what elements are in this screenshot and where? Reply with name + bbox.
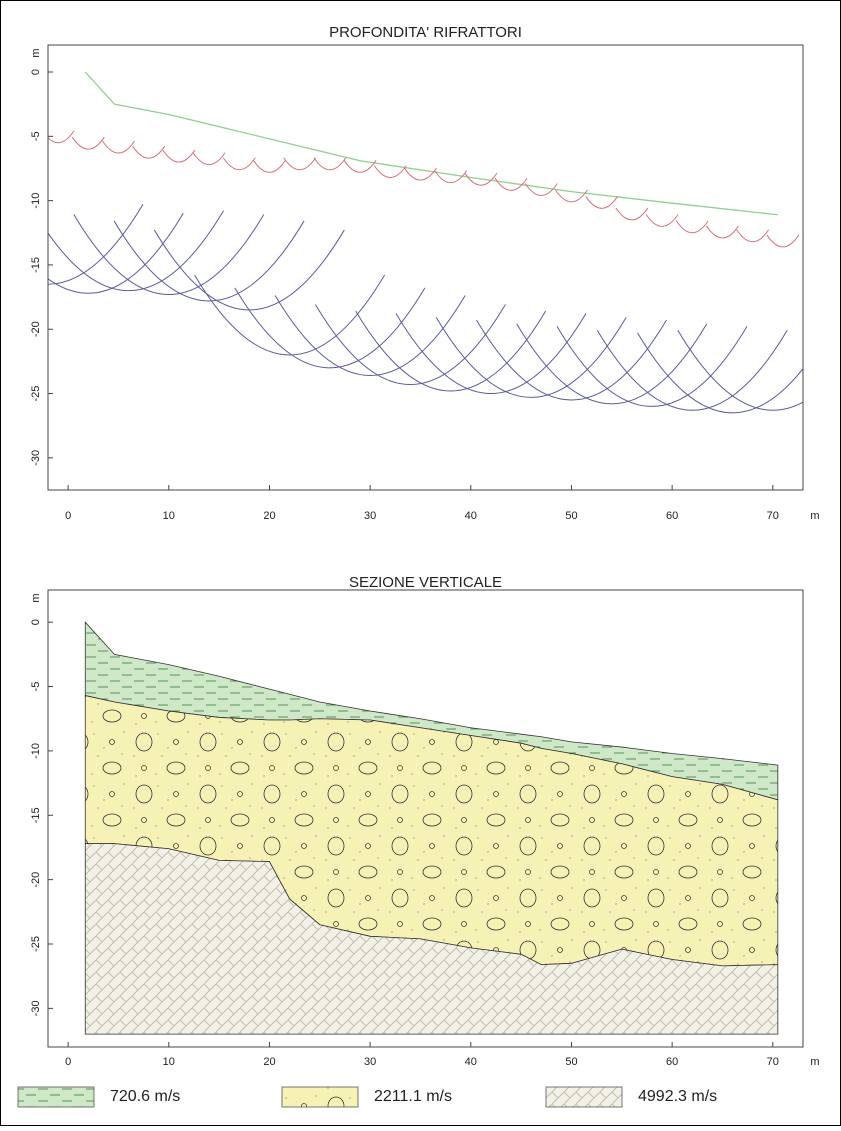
refractor-arc [48, 203, 144, 285]
x-tick-label: 10 [163, 1056, 175, 1068]
chart: PROFONDITA' RIFRATTORI 0 10 20 30 40 50 60 70 0 -5… [30, 24, 820, 522]
refractor-arc [494, 178, 528, 191]
refractor-arc [464, 172, 498, 186]
y-tick-label: -20 [30, 321, 42, 337]
y-tick-label: -10 [30, 193, 42, 209]
refractor-arc [615, 207, 649, 221]
refractor-arc [48, 130, 75, 144]
refractor-arc [222, 157, 256, 171]
refractor-arc [283, 157, 317, 171]
refractor-arc [555, 189, 588, 203]
x-axis-unit: m [810, 1056, 819, 1068]
refractor-arc [113, 220, 305, 302]
refractor-arc [516, 323, 708, 405]
refractor-arc [102, 140, 135, 154]
refractor-line [84, 71, 778, 216]
x-tick-label: 70 [767, 1056, 779, 1068]
refractor-arc [132, 145, 166, 159]
y-tick-label: -15 [30, 257, 42, 273]
x-tick-label: 10 [163, 510, 175, 522]
x-tick-label: 20 [263, 510, 275, 522]
refractor-arc [434, 170, 468, 184]
x-tick-label: 50 [565, 1056, 577, 1068]
refractor-arc [637, 332, 803, 414]
refractor-arc [234, 287, 426, 369]
refractor-arc [395, 313, 587, 395]
y-tick-label: -30 [30, 450, 42, 466]
x-tick-label: 30 [364, 510, 376, 522]
x-tick-label: 60 [666, 1056, 678, 1068]
y-tick-label: -25 [30, 386, 42, 402]
refractor-arc [274, 295, 466, 377]
refractor-arc [253, 160, 286, 173]
refractor-arc [706, 225, 739, 239]
plot-frame [47, 589, 804, 1048]
x-tick-label: 40 [465, 1056, 477, 1068]
y-tick-label: -20 [30, 872, 42, 888]
x-tick-label: 40 [465, 510, 477, 522]
x-tick-label: 0 [65, 1056, 71, 1068]
y-axis-unit: m [30, 593, 42, 602]
x-tick-label: 60 [666, 510, 678, 522]
y-tick-label: -15 [30, 807, 42, 823]
y-tick-label: -25 [30, 936, 42, 952]
x-tick-label: 70 [767, 510, 779, 522]
refractor-arc [677, 330, 803, 411]
legend-swatch [545, 1086, 623, 1108]
refractor-arc [435, 317, 627, 398]
refractor-arc [48, 212, 184, 294]
refractor-arc [524, 183, 558, 196]
legend-label: 4992.3 m/s [638, 1088, 717, 1105]
legend-swatch [281, 1086, 359, 1108]
refractor-arc [476, 319, 667, 401]
refractor-arc [736, 229, 770, 243]
chart-title: PROFONDITA' RIFRATTORI [329, 24, 522, 41]
refractor-arc [766, 234, 800, 248]
refractor-arc [675, 220, 709, 234]
refractor-arc [343, 160, 377, 173]
refractor-arc [314, 304, 506, 386]
refractor-arc [153, 229, 345, 311]
legend-label: 720.6 m/s [110, 1088, 180, 1105]
y-tick-label: 0 [30, 619, 42, 625]
legend-label: 2211.1 m/s [374, 1088, 452, 1105]
x-tick-label: 30 [364, 1056, 376, 1068]
plot-frame [47, 44, 804, 491]
refractor-arc [596, 330, 788, 411]
x-tick-label: 20 [263, 1056, 275, 1068]
refractor-arc [313, 157, 347, 171]
y-axis-unit: m [30, 48, 42, 57]
y-tick-label: 0 [30, 69, 42, 75]
y-tick-label: -30 [30, 1000, 42, 1016]
refractor-arc [192, 152, 226, 166]
refractor-arc [355, 310, 547, 392]
x-tick-label: 50 [565, 510, 577, 522]
refractor-arc [194, 274, 386, 356]
plot-area [48, 71, 803, 414]
y-tick-label: -5 [30, 682, 42, 692]
refractor-arc [73, 214, 265, 296]
refractor-arc [645, 214, 679, 227]
x-axis-unit: m [810, 510, 819, 522]
layer [84, 843, 779, 1035]
y-tick-label: -10 [30, 743, 42, 759]
refractor-arc [48, 210, 224, 292]
y-tick-label: -5 [30, 131, 42, 141]
refractor-arc [404, 167, 437, 181]
refractor-arc [373, 165, 407, 178]
legend-swatch [17, 1086, 95, 1108]
plot-area [84, 621, 779, 1035]
refractor-arc [71, 136, 105, 150]
chart: SEZIONE VERTICALE 0 10 20 30 40 50 60 70 0 -5 -10 -1… [30, 574, 820, 1068]
chart-title: SEZIONE VERTICALE [349, 574, 502, 591]
refractor-arc [556, 326, 748, 407]
refractor-arc [585, 196, 619, 209]
refractor-arc [162, 149, 196, 163]
x-tick-label: 0 [65, 510, 71, 522]
